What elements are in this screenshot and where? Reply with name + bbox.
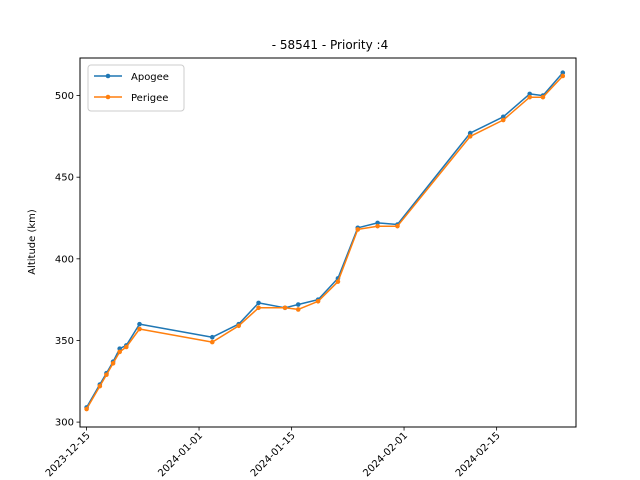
- y-tick-label: 450: [55, 173, 74, 184]
- data-point-apogee: [467, 130, 473, 136]
- data-point-perigee: [467, 134, 473, 139]
- y-tick-label: 400: [55, 254, 74, 265]
- data-point-apogee: [375, 220, 380, 226]
- data-point-perigee: [295, 307, 301, 312]
- data-point-perigee: [335, 279, 341, 284]
- data-point-apogee: [137, 321, 142, 327]
- data-point-apogee: [117, 346, 122, 351]
- y-axis: 300 350 400 450 500: [55, 91, 80, 429]
- series-layer: [84, 70, 566, 412]
- data-point-perigee: [375, 223, 380, 229]
- data-point-perigee: [137, 326, 142, 332]
- data-point-perigee: [282, 305, 288, 311]
- data-point-perigee: [500, 117, 506, 123]
- y-tick-label: 350: [55, 336, 74, 347]
- data-point-perigee: [256, 305, 261, 311]
- data-point-perigee: [540, 94, 546, 100]
- data-point-perigee: [209, 339, 215, 345]
- y-tick-label: 500: [55, 91, 74, 102]
- data-point-apogee: [256, 300, 261, 306]
- legend-marker-perigee: [105, 94, 111, 100]
- data-point-apogee: [295, 302, 301, 307]
- data-point-perigee: [560, 73, 566, 79]
- data-point-apogee: [209, 334, 215, 340]
- data-point-perigee: [527, 94, 533, 100]
- series-line-perigee: [85, 75, 564, 410]
- data-point-perigee: [104, 372, 109, 378]
- data-point-perigee: [123, 344, 129, 350]
- data-point-perigee: [110, 361, 116, 366]
- data-point-apogee: [560, 70, 566, 75]
- data-point-perigee: [84, 406, 89, 412]
- data-point-perigee: [355, 227, 361, 232]
- chart-title: - 58541 - Priority :4: [272, 38, 388, 52]
- data-point-apogee: [527, 91, 533, 97]
- legend-marker-apogee: [105, 73, 111, 79]
- legend-label-apogee: Apogee: [131, 72, 169, 83]
- legend-label-perigee: Perigee: [131, 93, 168, 104]
- y-axis-label: Altitude (km): [27, 209, 38, 275]
- data-point-perigee: [315, 298, 321, 304]
- data-point-apogee: [500, 114, 506, 120]
- data-point-perigee: [395, 223, 400, 229]
- plot-frame: [79, 57, 577, 428]
- data-point-perigee: [97, 383, 103, 389]
- data-point-perigee: [236, 323, 242, 329]
- y-tick-label: 300: [55, 418, 74, 429]
- series-line-apogee: [85, 72, 564, 408]
- data-point-perigee: [117, 349, 122, 355]
- legend: Apogee Perigee: [87, 64, 185, 112]
